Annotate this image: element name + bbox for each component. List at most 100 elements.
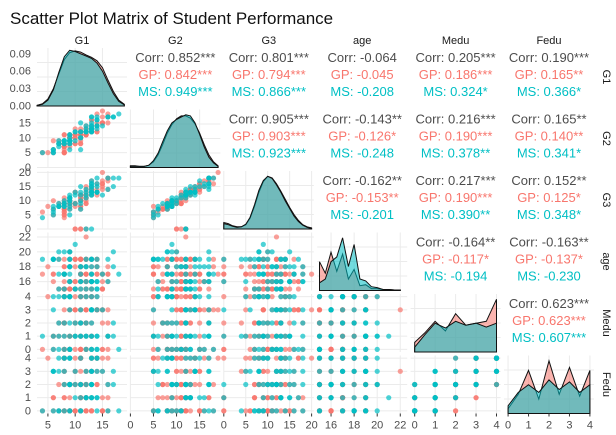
point-gp [221,346,227,352]
point-ms [221,278,227,285]
point-gp [99,169,106,176]
point-ms [169,395,175,401]
point-gp [164,395,170,401]
point-gp [197,368,203,374]
point-ms [164,355,170,361]
point-ms [72,381,78,388]
point-gp [173,355,180,361]
panel-G1-Fedu: Corr: 0.190*** GP: 0.165** MS: 0.366* [504,48,594,106]
point-ms [278,320,284,326]
point-gp [39,346,46,352]
corr-gp: GP: 0.794*** [232,67,306,82]
strip-label-right: G1 [600,70,612,85]
point-gp [72,278,78,285]
point-gp [178,355,184,361]
point-gp [105,264,111,270]
point-ms [94,294,100,300]
corr-overall: Corr: -0.164** [416,235,495,250]
point-ms [169,408,175,414]
point-ms [88,189,95,195]
point-ms [363,368,369,374]
point-ms [56,346,62,352]
point-ms [183,256,189,262]
density-ms [223,175,313,230]
point-ms [251,256,258,262]
x-tick-label: 4 [587,420,593,431]
panel-background [504,171,594,229]
point-ms [88,294,95,300]
point-gp [187,408,193,414]
point-gp [197,381,203,388]
corr-ms: MS: -0.208 [330,84,394,99]
x-tick-label: 0 [505,420,511,431]
point-gp [215,271,221,277]
point-ms [178,346,184,352]
point-ms [88,126,95,132]
point-ms [221,395,227,401]
point-ms [260,355,266,361]
point-ms [94,307,100,313]
point-gp [215,307,221,313]
x-tick-label: 20 [371,420,383,431]
point-gp [39,271,46,277]
point-ms [67,206,73,212]
panel-background [317,171,408,229]
point-ms [61,320,67,326]
point-gp [61,264,67,270]
point-gp [265,346,271,352]
point-ms [273,368,280,374]
point-ms [94,189,100,195]
panel-background [410,171,501,229]
point-ms [150,408,157,414]
point-gp [178,368,184,374]
point-ms [105,278,111,285]
point-ms [78,135,84,141]
point-ms [201,408,207,414]
point-ms [265,286,271,292]
point-gp [221,320,227,326]
panel-background [223,48,314,106]
point-ms [83,395,89,401]
point-ms [269,278,275,285]
point-ms [316,395,323,401]
point-ms [291,408,297,414]
point-ms [78,278,84,285]
x-tick-label: 15 [194,420,206,431]
point-ms [206,320,212,326]
point-ms [328,307,334,313]
panel-age-Fedu: Corr: -0.163** GP: -0.137* MS: -0.230 [504,232,594,291]
point-ms [278,278,284,285]
point-gp [328,408,334,414]
corr-ms: MS: -0.230 [517,269,581,284]
point-ms [39,215,46,221]
point-ms [183,395,189,401]
point-gp [210,181,217,187]
point-ms [192,256,198,262]
point-gp [72,264,78,270]
point-ms [374,381,380,388]
point-ms [192,192,198,198]
point-ms [247,368,253,374]
point-ms [164,264,170,270]
point-ms [273,286,280,292]
point-gp [155,264,161,270]
corr-overall: Corr: -0.162** [322,173,401,188]
point-gp [291,278,297,285]
point-ms [50,368,56,374]
point-gp [328,346,334,352]
point-ms [183,226,189,232]
point-ms [83,320,89,326]
x-tick-label: 5 [243,420,249,431]
point-ms [316,408,323,414]
point-gp [287,286,293,292]
point-ms [265,278,271,285]
point-ms [363,333,369,339]
point-ms [265,256,271,262]
corr-overall: Corr: 0.905*** [229,112,309,127]
point-ms [164,294,170,300]
point-gp [210,307,217,313]
point-ms [61,203,67,209]
point-gp [178,307,184,313]
point-ms [300,355,306,361]
point-gp [269,286,275,292]
